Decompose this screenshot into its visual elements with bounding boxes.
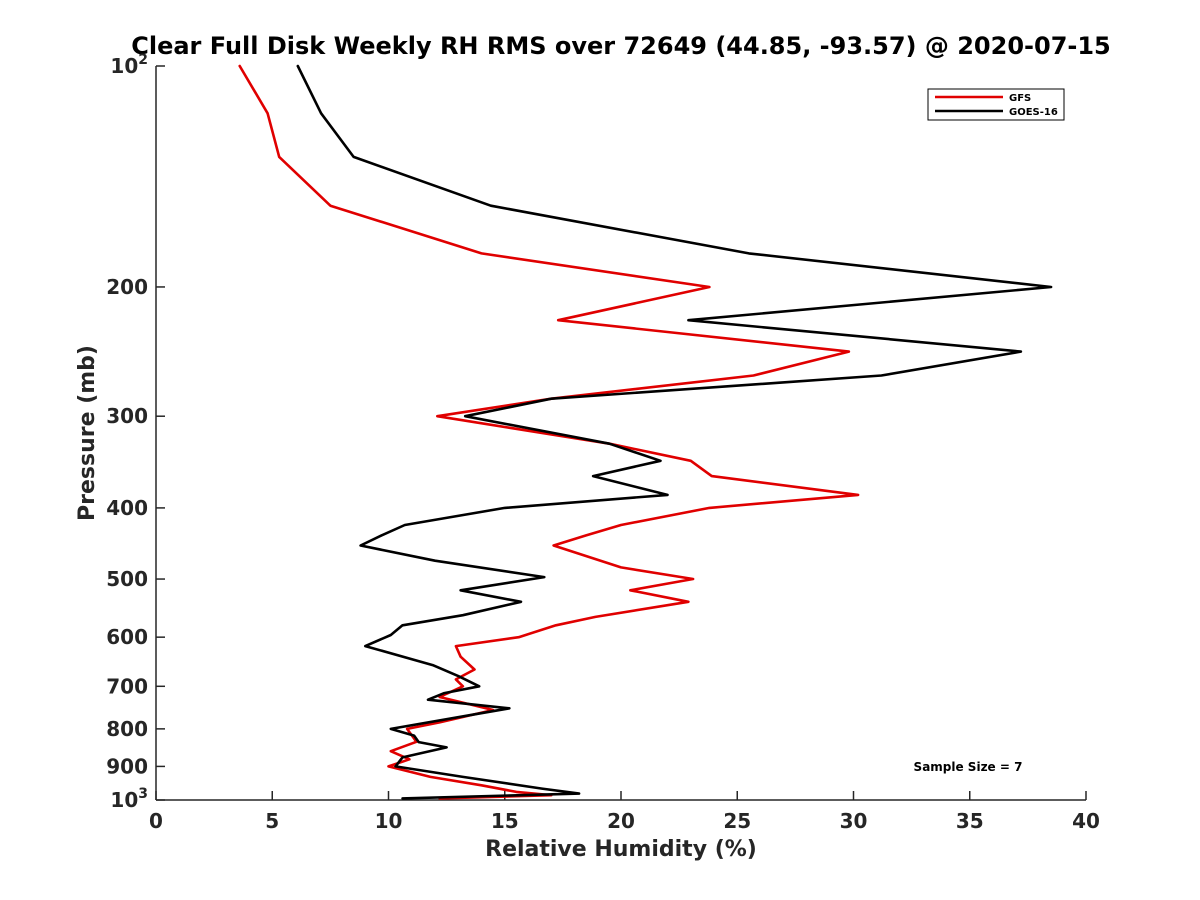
y-tick-label: 600 — [106, 625, 148, 649]
legend-box — [927, 88, 1065, 121]
y-tick-label: 900 — [106, 754, 148, 778]
y-tick-label: 103 — [110, 786, 148, 812]
plot-lines — [238, 64, 1053, 800]
series-line-gfs — [238, 64, 860, 800]
chart-title: Clear Full Disk Weekly RH RMS over 72649… — [131, 32, 1111, 60]
y-tick-label: 700 — [106, 674, 148, 698]
x-tick-label: 25 — [723, 809, 751, 833]
x-tick-label: 20 — [607, 809, 635, 833]
legend: GFS GOES-16 — [927, 88, 1065, 121]
x-tick-label: 15 — [491, 809, 519, 833]
legend-label-goes16: GOES-16 — [1009, 107, 1058, 118]
series-line-goes16 — [296, 64, 1053, 800]
sample-size-annotation: Sample Size = 7 — [914, 760, 1023, 774]
y-tick-label: 800 — [106, 717, 148, 741]
y-tick-label: 102 — [110, 52, 148, 78]
x-tick-label: 5 — [265, 809, 279, 833]
y-axis-label: Pressure (mb) — [75, 345, 100, 521]
legend-label-gfs: GFS — [1009, 93, 1031, 104]
x-axis-label: Relative Humidity (%) — [485, 837, 757, 862]
x-tick-label: 10 — [375, 809, 403, 833]
x-tick-label: 0 — [149, 809, 163, 833]
x-tick-label: 30 — [840, 809, 868, 833]
y-tick-label: 400 — [106, 496, 148, 520]
y-tick-label: 200 — [106, 275, 148, 299]
axes: 0 5 10 15 20 25 30 35 40 102 200 300 400 500 600 700 800… — [106, 52, 1100, 833]
y-tick-label: 500 — [106, 567, 148, 591]
x-tick-label: 35 — [956, 809, 984, 833]
y-tick-label: 300 — [106, 404, 148, 428]
x-tick-label: 40 — [1072, 809, 1100, 833]
